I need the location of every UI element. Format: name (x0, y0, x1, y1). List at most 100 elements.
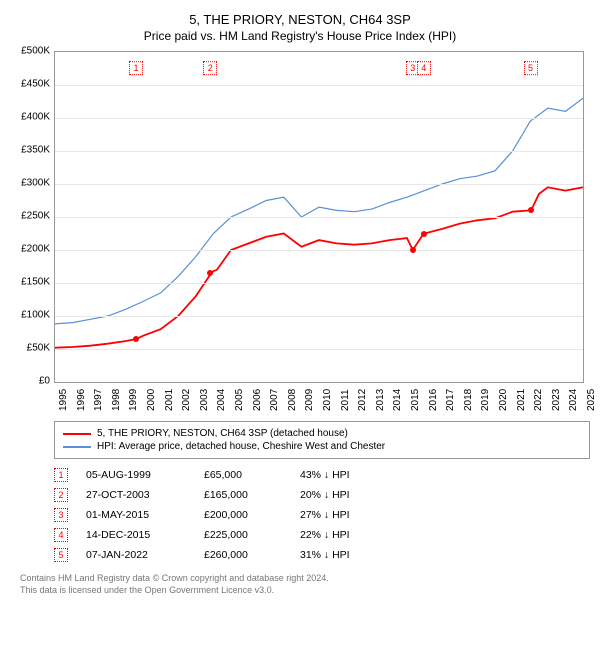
plot-region: 12345 (54, 51, 584, 383)
legend-item: HPI: Average price, detached house, Ches… (63, 440, 581, 453)
marker-dot (207, 270, 213, 276)
y-tick-label: £0 (10, 376, 50, 387)
gridline (55, 85, 583, 86)
transaction-price: £65,000 (204, 469, 282, 481)
x-tick-label: 1995 (58, 389, 60, 411)
x-tick-label: 2002 (181, 389, 183, 411)
y-tick-label: £450K (10, 79, 50, 90)
marker-dot (410, 247, 416, 253)
gridline (55, 349, 583, 350)
x-tick-label: 2004 (216, 389, 218, 411)
y-tick-label: £100K (10, 310, 50, 321)
transaction-badge: 5 (54, 548, 68, 562)
legend-swatch (63, 446, 91, 448)
x-tick-label: 2019 (480, 389, 482, 411)
transaction-delta: 43% ↓ HPI (300, 469, 400, 481)
x-tick-label: 2014 (392, 389, 394, 411)
transaction-badge: 2 (54, 488, 68, 502)
x-tick-label: 2003 (199, 389, 201, 411)
x-tick-label: 2024 (568, 389, 570, 411)
x-tick-label: 2007 (269, 389, 271, 411)
gridline (55, 217, 583, 218)
transaction-row: 4 14-DEC-2015 £225,000 22% ↓ HPI (54, 525, 590, 545)
marker-badge: 1 (129, 62, 143, 76)
transaction-row: 1 05-AUG-1999 £65,000 43% ↓ HPI (54, 465, 590, 485)
transaction-row: 301-MAY-2015£200,00027% ↓ HPI (54, 505, 590, 525)
x-tick-label: 2013 (375, 389, 377, 411)
x-tick-label: 2017 (445, 389, 447, 411)
y-tick-label: £350K (10, 145, 50, 156)
series-line (55, 98, 583, 324)
x-axis-labels: 1995199619971998199920002001200220032004… (54, 383, 584, 411)
gridline (55, 151, 583, 152)
y-tick-label: £300K (10, 178, 50, 189)
x-tick-label: 2012 (357, 389, 359, 411)
marker-dot (133, 336, 139, 342)
x-tick-label: 2015 (410, 389, 412, 411)
gridline (55, 283, 583, 284)
transaction-delta: 20% ↓ HPI (300, 489, 400, 501)
transaction-delta: 22% ↓ HPI (300, 529, 400, 541)
x-tick-label: 2011 (340, 389, 342, 411)
x-tick-label: 2021 (516, 389, 518, 411)
transaction-badge: 1 (54, 468, 68, 482)
marker-badge: 4 (417, 62, 431, 76)
series-line (55, 187, 583, 347)
transaction-price: £260,000 (204, 549, 282, 561)
transaction-badge: 3 (54, 508, 68, 522)
x-tick-label: 2018 (463, 389, 465, 411)
chart-container: 5, THE PRIORY, NESTON, CH64 3SP Price pa… (0, 0, 600, 650)
y-tick-label: £200K (10, 244, 50, 255)
footer-line: This data is licensed under the Open Gov… (20, 585, 580, 597)
gridline (55, 184, 583, 185)
x-tick-label: 2000 (146, 389, 148, 411)
marker-badge: 5 (524, 62, 538, 76)
y-tick-label: £150K (10, 277, 50, 288)
transaction-row: 5 07-JAN-2022 £260,000 31% ↓ HPI (54, 545, 590, 565)
legend-swatch (63, 433, 91, 435)
x-tick-label: 2006 (252, 389, 254, 411)
transaction-date: 07-JAN-2022 (86, 549, 186, 561)
y-tick-label: £250K (10, 211, 50, 222)
footer-line: Contains HM Land Registry data © Crown c… (20, 573, 580, 585)
transaction-date: 27-OCT-2003 (86, 489, 186, 501)
legend-label: 5, THE PRIORY, NESTON, CH64 3SP (detache… (97, 428, 348, 439)
transaction-row: 2 27-OCT-2003 £165,000 20% ↓ HPI (54, 485, 590, 505)
x-tick-label: 1996 (76, 389, 78, 411)
footer-attribution: Contains HM Land Registry data © Crown c… (20, 573, 580, 596)
x-tick-label: 2008 (287, 389, 289, 411)
x-tick-label: 2020 (498, 389, 500, 411)
x-tick-label: 2025 (586, 389, 588, 411)
y-tick-label: £500K (10, 46, 50, 57)
transaction-badge: 4 (54, 528, 68, 542)
transaction-date: 01-MAY-2015 (86, 509, 186, 521)
transaction-delta: 31% ↓ HPI (300, 549, 400, 561)
transactions-table: 1 05-AUG-1999 £65,000 43% ↓ HPI 2 27-OCT-2003… (54, 465, 590, 565)
x-tick-label: 1998 (111, 389, 113, 411)
legend-item: 5, THE PRIORY, NESTON, CH64 3SP (detache… (63, 427, 581, 440)
transaction-price: £165,000 (204, 489, 282, 501)
x-tick-label: 2005 (234, 389, 236, 411)
x-tick-label: 1997 (93, 389, 95, 411)
gridline (55, 118, 583, 119)
gridline (55, 316, 583, 317)
title-block: 5, THE PRIORY, NESTON, CH64 3SP Price pa… (10, 12, 590, 43)
page-title: 5, THE PRIORY, NESTON, CH64 3SP (10, 12, 590, 27)
page-subtitle: Price paid vs. HM Land Registry's House … (10, 29, 590, 43)
x-tick-label: 1999 (128, 389, 130, 411)
transaction-date: 14-DEC-2015 (86, 529, 186, 541)
x-tick-label: 2009 (304, 389, 306, 411)
chart-area: 12345 1995199619971998199920002001200220… (54, 51, 584, 411)
transaction-date: 05-AUG-1999 (86, 469, 186, 481)
x-tick-label: 2010 (322, 389, 324, 411)
legend-label: HPI: Average price, detached house, Ches… (97, 441, 385, 452)
legend: 5, THE PRIORY, NESTON, CH64 3SP (detache… (54, 421, 590, 459)
marker-badge: 2 (203, 62, 217, 76)
transaction-price: £225,000 (204, 529, 282, 541)
x-tick-label: 2016 (428, 389, 430, 411)
gridline (55, 250, 583, 251)
marker-dot (421, 231, 427, 237)
transaction-delta: 27% ↓ HPI (300, 509, 400, 521)
y-tick-label: £400K (10, 112, 50, 123)
marker-dot (528, 207, 534, 213)
